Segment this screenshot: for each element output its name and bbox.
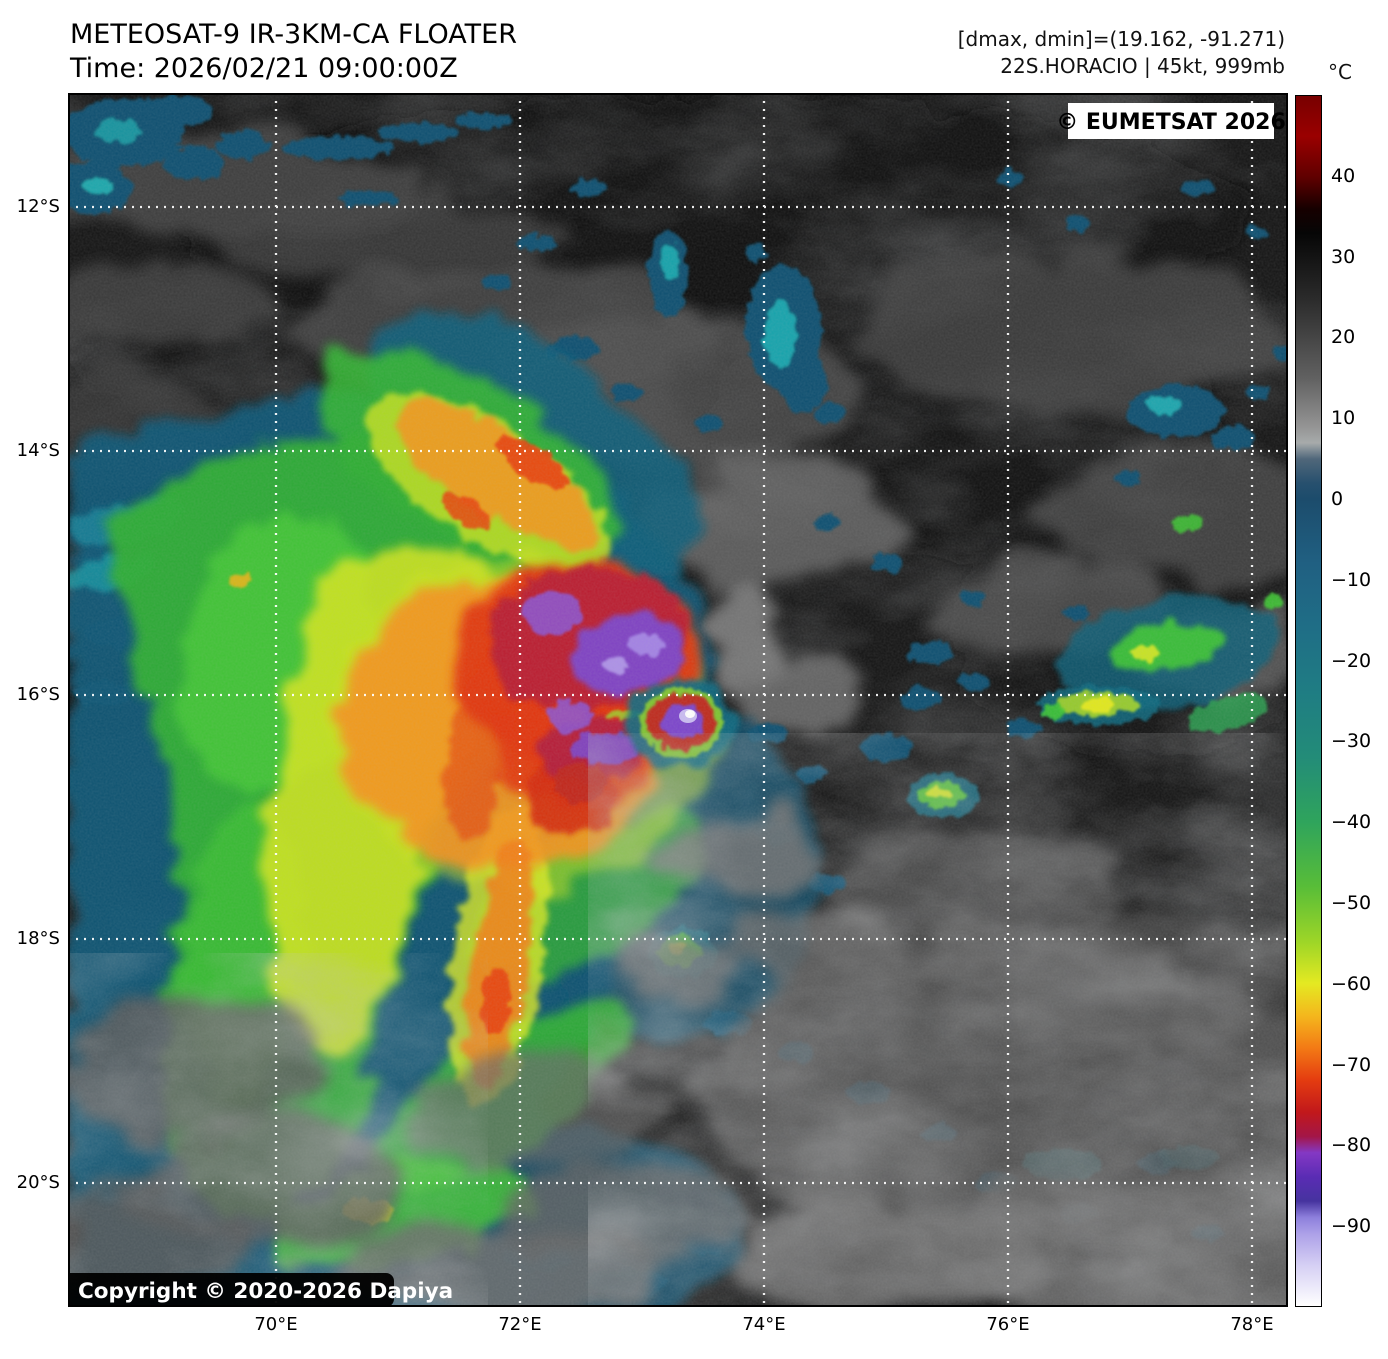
colorbar-tick-label: 0 xyxy=(1331,488,1344,510)
figure-title-block: METEOSAT-9 IR-3KM-CA FLOATER Time: 2026/… xyxy=(70,18,517,86)
colorbar-tick-label: −40 xyxy=(1331,811,1372,834)
colorbar-tick-label: 40 xyxy=(1331,164,1356,187)
copyright-text: Copyright © 2020-2026 Dapiya xyxy=(78,1279,453,1304)
lon-tick-label: 78°E xyxy=(1230,1314,1274,1335)
colorbar-unit-label: °C xyxy=(1328,60,1352,84)
lat-tick-label: 12°S xyxy=(16,196,60,217)
colorbar-tick-label: −10 xyxy=(1331,568,1372,591)
colorbar-tick-label: −70 xyxy=(1331,1053,1372,1076)
temperature-colorbar xyxy=(1295,95,1322,1307)
colorbar-tick-label: −80 xyxy=(1331,1134,1372,1157)
lat-tick-label: 18°S xyxy=(16,928,60,949)
lat-tick-label: 14°S xyxy=(16,440,60,461)
colorbar-tick-label: −60 xyxy=(1331,972,1372,995)
figure-timestamp: Time: 2026/02/21 09:00:00Z xyxy=(70,53,458,84)
figure-annotations: [dmax, dmin]=(19.162, -91.271) 22S.HORAC… xyxy=(958,26,1285,80)
lon-tick-label: 74°E xyxy=(742,1314,786,1335)
figure-title: METEOSAT-9 IR-3KM-CA FLOATER xyxy=(70,19,517,50)
dmax-dmin-annotation: [dmax, dmin]=(19.162, -91.271) xyxy=(957,27,1285,51)
satellite-map-panel: © EUMETSAT 2026 Copyright © 2020-2026 Da… xyxy=(68,93,1288,1307)
map-frame xyxy=(68,93,1288,1307)
colorbar-tick-label: 20 xyxy=(1331,326,1356,349)
image-grain-overlay xyxy=(68,93,1288,1307)
eumetsat-badge: © EUMETSAT 2026 xyxy=(1056,103,1286,139)
storm-info-annotation: 22S.HORACIO | 45kt, 999mb xyxy=(1000,54,1285,78)
eumetsat-credit-text: © EUMETSAT 2026 xyxy=(1056,110,1286,135)
lon-tick-label: 72°E xyxy=(498,1314,542,1335)
colorbar-tick-label: −20 xyxy=(1331,649,1372,672)
lat-tick-label: 20°S xyxy=(16,1172,60,1193)
colorbar-tick-label: 30 xyxy=(1331,245,1356,268)
colorbar-tick-label: −30 xyxy=(1331,730,1372,753)
lat-tick-label: 16°S xyxy=(16,684,60,705)
colorbar-tick-label: −50 xyxy=(1331,892,1372,914)
lon-tick-label: 76°E xyxy=(986,1314,1030,1335)
colorbar-tick-label: 10 xyxy=(1331,407,1356,430)
copyright-badge: Copyright © 2020-2026 Dapiya xyxy=(68,1273,453,1307)
satellite-ir-image: © EUMETSAT 2026 Copyright © 2020-2026 Da… xyxy=(68,93,1288,1307)
lon-tick-label: 70°E xyxy=(254,1314,298,1335)
colorbar-tick-label: −90 xyxy=(1331,1215,1372,1238)
latlon-graticule xyxy=(68,93,1288,1307)
